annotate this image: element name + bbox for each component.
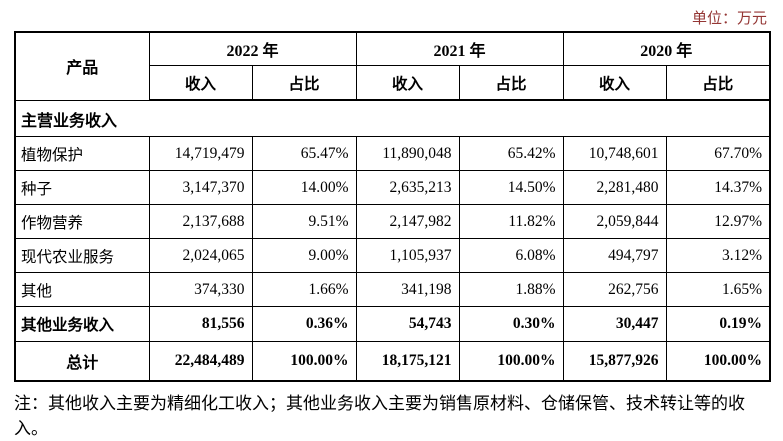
cell-share-2022: 0.36% <box>251 306 357 342</box>
cell-share-2021: 6.08% <box>458 238 564 273</box>
cell-share-2020: 100.00% <box>665 341 771 382</box>
row-label: 现代农业服务 <box>14 238 150 273</box>
table-row-other-business-income: 其他业务收入 81,556 0.36% 54,743 0.30% 30,447 … <box>14 306 771 342</box>
col-header-share-2020: 占比 <box>665 65 771 101</box>
cell-revenue-2021: 11,890,048 <box>355 136 460 171</box>
cell-share-2020: 67.70% <box>665 136 771 171</box>
cell-revenue-2021: 18,175,121 <box>355 341 460 382</box>
cell-revenue-2022: 3,147,370 <box>148 170 253 205</box>
cell-share-2022: 1.66% <box>251 272 357 307</box>
revenue-by-product-table: 产品 2022 年 2021 年 2020 年 收入 占比 收入 占比 收入 占… <box>14 31 772 382</box>
cell-share-2020: 0.19% <box>665 306 771 342</box>
row-label: 总计 <box>14 341 150 382</box>
cell-share-2020: 1.65% <box>665 272 771 307</box>
cell-share-2021: 1.88% <box>458 272 564 307</box>
cell-share-2022: 100.00% <box>251 341 357 382</box>
cell-revenue-2022: 14,719,479 <box>148 136 253 171</box>
cell-revenue-2020: 2,281,480 <box>562 170 667 205</box>
cell-revenue-2022: 2,137,688 <box>148 204 253 239</box>
cell-revenue-2021: 54,743 <box>355 306 460 342</box>
unit-label: 单位：万元 <box>691 11 767 27</box>
header-row-metrics: 收入 占比 收入 占比 收入 占比 <box>15 65 771 101</box>
col-header-revenue-2022: 收入 <box>148 65 253 101</box>
row-label: 种子 <box>14 170 150 205</box>
table-row-modern-agri-services: 现代农业服务 2,024,065 9.00% 1,105,937 6.08% 4… <box>14 238 771 273</box>
row-label: 作物营养 <box>14 204 150 239</box>
cell-revenue-2020: 15,877,926 <box>562 341 667 382</box>
cell-share-2021: 100.00% <box>458 341 564 382</box>
header-row-years: 产品 2022 年 2021 年 2020 年 <box>14 31 771 101</box>
cell-share-2021: 11.82% <box>458 204 564 239</box>
table-row-other: 其他 374,330 1.66% 341,198 1.88% 262,756 1… <box>14 272 771 307</box>
year-header-2020: 2020 年 <box>562 31 771 66</box>
cell-revenue-2021: 341,198 <box>355 272 460 307</box>
table-row-total: 总计 22,484,489 100.00% 18,175,121 100.00%… <box>14 341 771 382</box>
cell-revenue-2022: 22,484,489 <box>148 341 253 382</box>
cell-revenue-2021: 1,105,937 <box>355 238 460 273</box>
cell-share-2020: 14.37% <box>665 170 771 205</box>
cell-revenue-2020: 262,756 <box>562 272 667 307</box>
year-header-2022: 2022 年 <box>148 31 357 66</box>
product-column-header: 产品 <box>14 31 150 101</box>
row-label: 其他业务收入 <box>14 306 150 342</box>
cell-revenue-2021: 2,147,982 <box>355 204 460 239</box>
col-header-revenue-2020: 收入 <box>562 65 667 101</box>
year-header-2021: 2021 年 <box>355 31 564 66</box>
cell-share-2022: 9.51% <box>251 204 357 239</box>
cell-share-2022: 9.00% <box>251 238 357 273</box>
cell-share-2022: 65.47% <box>251 136 357 171</box>
col-header-revenue-2021: 收入 <box>355 65 460 101</box>
cell-share-2020: 3.12% <box>665 238 771 273</box>
table-row-seeds: 种子 3,147,370 14.00% 2,635,213 14.50% 2,2… <box>14 170 771 205</box>
cell-share-2020: 12.97% <box>665 204 771 239</box>
cell-revenue-2020: 10,748,601 <box>562 136 667 171</box>
cell-revenue-2021: 2,635,213 <box>355 170 460 205</box>
cell-share-2021: 0.30% <box>458 306 564 342</box>
row-label: 植物保护 <box>14 136 150 171</box>
cell-share-2021: 65.42% <box>458 136 564 171</box>
cell-revenue-2022: 374,330 <box>148 272 253 307</box>
cell-revenue-2020: 2,059,844 <box>562 204 667 239</box>
cell-share-2022: 14.00% <box>251 170 357 205</box>
footnote: 注：其他收入主要为精细化工收入；其他业务收入主要为销售原材料、仓储保管、技术转让… <box>14 394 745 438</box>
cell-revenue-2022: 2,024,065 <box>148 238 253 273</box>
table-row-crop-nutrition: 作物营养 2,137,688 9.51% 2,147,982 11.82% 2,… <box>14 204 771 239</box>
section-row-main-business: 主营业务收入 <box>14 99 771 137</box>
row-label: 其他 <box>14 272 150 307</box>
cell-revenue-2022: 81,556 <box>148 306 253 342</box>
cell-revenue-2020: 494,797 <box>562 238 667 273</box>
section-label: 主营业务收入 <box>14 99 771 137</box>
table-row-plant-protection: 植物保护 14,719,479 65.47% 11,890,048 65.42%… <box>14 136 771 171</box>
col-header-share-2021: 占比 <box>458 65 564 101</box>
col-header-share-2022: 占比 <box>251 65 357 101</box>
cell-share-2021: 14.50% <box>458 170 564 205</box>
cell-revenue-2020: 30,447 <box>562 306 667 342</box>
